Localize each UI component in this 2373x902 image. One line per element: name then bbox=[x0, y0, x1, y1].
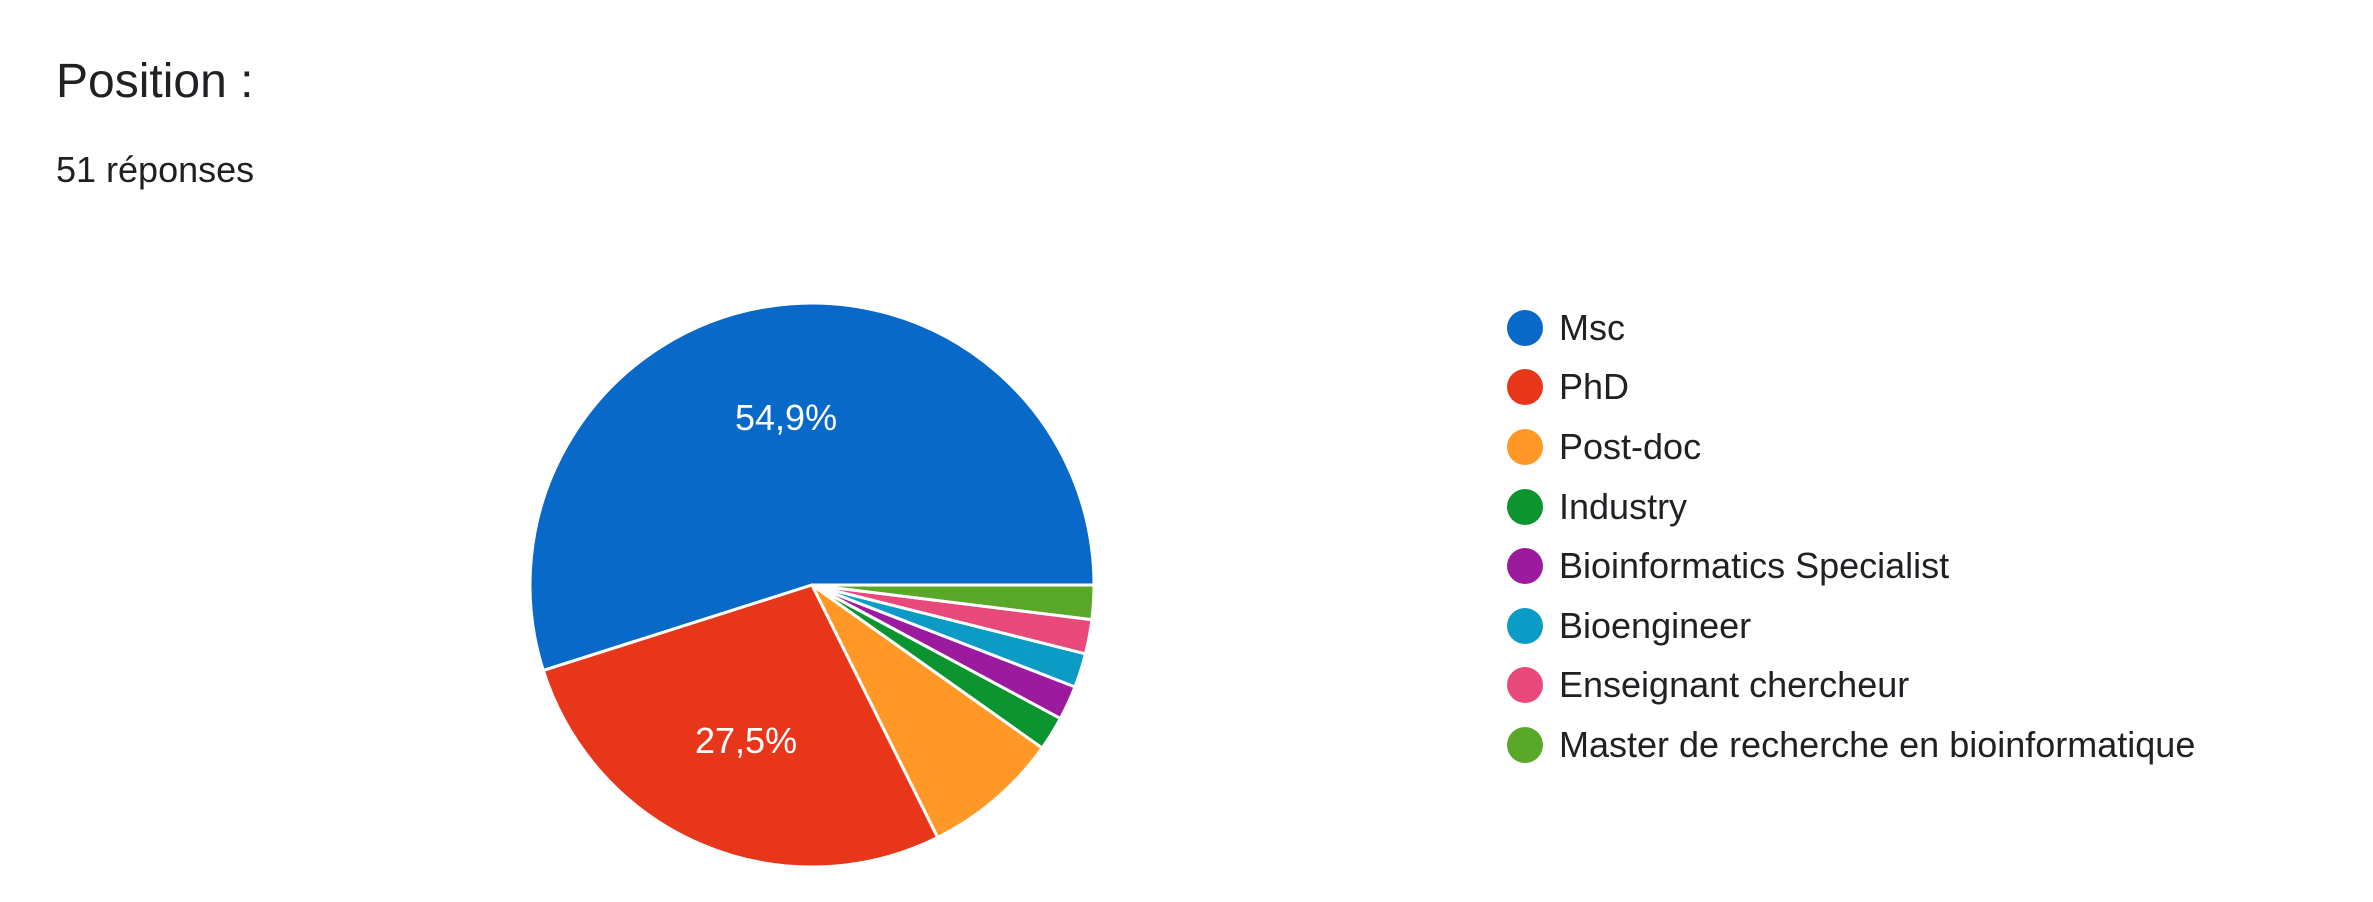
legend-label: Master de recherche en bioinformatique bbox=[1559, 723, 2196, 765]
legend-label: Bioinformatics Specialist bbox=[1559, 545, 1950, 587]
legend-label: PhD bbox=[1559, 366, 1630, 408]
legend-swatch-icon bbox=[1507, 369, 1543, 406]
legend-label: Enseignant chercheur bbox=[1559, 664, 1910, 706]
pie-slice-post-doc[interactable] bbox=[810, 583, 1045, 840]
chart-title: Position : bbox=[56, 55, 254, 108]
legend-item[interactable]: Industry bbox=[1507, 477, 2195, 537]
legend-item[interactable]: PhD bbox=[1507, 358, 2195, 418]
legend-swatch-icon bbox=[1507, 548, 1543, 585]
response-count: 51 réponses bbox=[56, 149, 255, 190]
legend-item[interactable]: Bioinformatics Specialist bbox=[1507, 536, 2195, 596]
legend-item[interactable]: Post-doc bbox=[1507, 417, 2195, 477]
slice-percent-label: 54,9% bbox=[735, 397, 837, 438]
legend-swatch-icon bbox=[1507, 488, 1543, 525]
legend-swatch-icon bbox=[1507, 667, 1543, 704]
legend-label: Post-doc bbox=[1559, 425, 1702, 467]
slice-percent-label: 27,5% bbox=[695, 720, 797, 761]
legend-swatch-icon bbox=[1507, 607, 1543, 644]
legend-swatch-icon bbox=[1507, 726, 1543, 763]
legend-label: Msc bbox=[1559, 306, 1625, 348]
legend-label: Industry bbox=[1559, 485, 1688, 527]
pie-slice-phd[interactable] bbox=[541, 583, 940, 869]
legend-item[interactable]: Bioengineer bbox=[1507, 596, 2195, 656]
pie-slice-master-de-recherche-en-bioinformatique[interactable] bbox=[811, 583, 1096, 622]
legend-swatch-icon bbox=[1507, 428, 1543, 465]
legend-swatch-icon bbox=[1507, 309, 1543, 346]
legend-item[interactable]: Enseignant chercheur bbox=[1507, 656, 2195, 716]
legend-label: Bioengineer bbox=[1559, 604, 1752, 646]
legend-item[interactable]: Msc bbox=[1507, 298, 2195, 358]
legend: Msc PhD Post-doc Industry Bioinformatics Spe… bbox=[1507, 298, 2195, 775]
legend-item[interactable]: Master de recherche en bioinformatique bbox=[1507, 715, 2195, 775]
pie-slice-msc[interactable] bbox=[528, 301, 1096, 673]
